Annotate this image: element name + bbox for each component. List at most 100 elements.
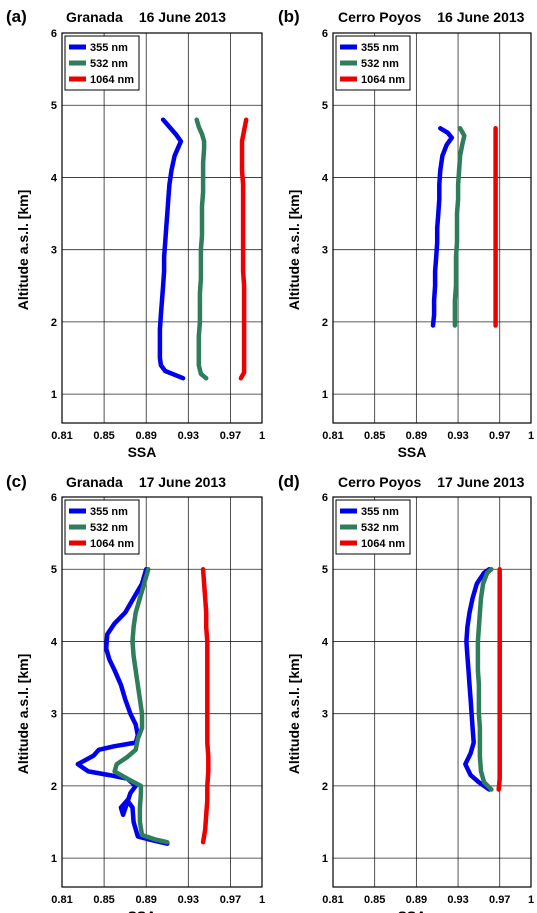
legend: 355 nm 532 nm 1064 nm — [335, 35, 411, 91]
legend-label: 532 nm — [361, 522, 399, 534]
y-tick-label: 2 — [322, 781, 328, 793]
plot-area — [333, 33, 531, 423]
panel-letter: (d) — [278, 472, 300, 491]
x-tick-label: 0.97 — [220, 430, 241, 442]
y-tick-label: 2 — [322, 317, 328, 329]
y-axis-title: Altitude a.s.l. [km] — [15, 190, 31, 311]
legend-label: 532 nm — [90, 58, 128, 70]
series-line-355-nm — [430, 126, 455, 328]
axes-frame — [61, 32, 263, 424]
series-line-532-nm — [194, 117, 209, 381]
y-tick-label: 1 — [322, 853, 328, 865]
y-tick-label: 3 — [322, 709, 328, 721]
panel-title-site: Cerro Poyos — [338, 474, 421, 490]
legend-label: 1064 nm — [90, 74, 134, 86]
y-tick-label: 6 — [51, 492, 57, 504]
series-line-355-nm — [463, 566, 492, 792]
x-tick-label: 0.97 — [220, 894, 241, 906]
legend-label: 532 nm — [90, 522, 128, 534]
panel-title-date: 16 June 2013 — [437, 9, 524, 25]
y-tick-label: 4 — [51, 636, 58, 648]
panel-letter: (c) — [6, 472, 27, 491]
y-axis-title: Altitude a.s.l. [km] — [286, 190, 302, 311]
x-axis-title: SSA — [398, 908, 427, 913]
series-line-1064-nm — [200, 566, 211, 845]
chart-panel-2: (b) Cerro Poyos 16 June 2013 0.81 0.85 0.89 0.… — [278, 7, 534, 460]
y-tick-label: 2 — [51, 781, 57, 793]
y-tick-label: 5 — [51, 564, 57, 576]
y-tick-label: 4 — [322, 172, 329, 184]
axes-frame — [61, 496, 263, 888]
series-line-532-nm — [112, 566, 170, 845]
x-tick-label: 1 — [528, 430, 534, 442]
legend-label: 355 nm — [90, 506, 128, 518]
legend-label: 355 nm — [361, 506, 399, 518]
x-tick-label: 0.97 — [489, 894, 510, 906]
y-tick-label: 5 — [322, 100, 328, 112]
series-line-355-nm — [157, 117, 186, 381]
x-tick-label: 0.81 — [322, 430, 343, 442]
y-tick-label: 6 — [322, 492, 328, 504]
legend-label: 1064 nm — [361, 538, 405, 550]
x-tick-label: 1 — [259, 430, 265, 442]
x-axis-title: SSA — [128, 444, 157, 460]
x-tick-label: 0.85 — [364, 894, 385, 906]
series-line-532-nm — [475, 566, 494, 792]
x-axis-title: SSA — [398, 444, 427, 460]
y-axis-title: Altitude a.s.l. [km] — [15, 654, 31, 775]
y-tick-label: 3 — [322, 245, 328, 257]
series-line-355-nm — [75, 566, 170, 846]
x-tick-label: 0.89 — [135, 430, 156, 442]
axes-frame — [332, 496, 532, 888]
x-tick-label: 0.93 — [178, 894, 199, 906]
panel-letter: (a) — [6, 7, 27, 26]
y-tick-label: 5 — [51, 100, 57, 112]
chart-panel-4: (d) Cerro Poyos 17 June 2013 0.81 0.85 0.89 0.… — [278, 472, 534, 913]
chart-panel-1: (a) Granada 16 June 2013 0.81 0.85 0.89 0.93 0.… — [6, 7, 265, 460]
y-tick-label: 1 — [322, 389, 328, 401]
x-tick-label: 0.93 — [447, 430, 468, 442]
series-line-1064-nm — [238, 117, 249, 381]
legend: 355 nm 532 nm 1064 nm — [64, 499, 140, 555]
y-tick-label: 3 — [51, 709, 57, 721]
series-line-1064-nm — [496, 566, 502, 792]
legend-label: 1064 nm — [361, 74, 405, 86]
x-tick-label: 0.85 — [364, 430, 385, 442]
panel-title-date: 17 June 2013 — [139, 474, 226, 490]
y-tick-label: 2 — [51, 317, 57, 329]
x-tick-label: 1 — [528, 894, 534, 906]
y-tick-label: 6 — [322, 28, 328, 40]
panel-letter: (b) — [278, 7, 300, 26]
axes-frame — [332, 32, 532, 424]
legend: 355 nm 532 nm 1064 nm — [335, 499, 411, 555]
x-tick-label: 0.85 — [93, 430, 114, 442]
panel-title-site: Cerro Poyos — [338, 9, 421, 25]
legend-label: 355 nm — [90, 42, 128, 54]
panel-title-site: Granada — [66, 9, 123, 25]
x-tick-label: 0.81 — [51, 894, 72, 906]
panel-title: Granada 17 June 2013 — [66, 474, 226, 490]
x-tick-label: 0.97 — [489, 430, 510, 442]
legend: 355 nm 532 nm 1064 nm — [64, 35, 140, 91]
y-tick-label: 1 — [51, 389, 57, 401]
panel-title-date: 16 June 2013 — [139, 9, 226, 25]
panel-title: Cerro Poyos 16 June 2013 — [338, 9, 525, 25]
panel-title: Cerro Poyos 17 June 2013 — [338, 474, 525, 490]
x-axis-title: SSA — [128, 908, 157, 913]
x-tick-label: 0.89 — [135, 894, 156, 906]
y-tick-label: 3 — [51, 245, 57, 257]
x-tick-label: 0.89 — [406, 430, 427, 442]
x-tick-label: 0.93 — [178, 430, 199, 442]
series-line-532-nm — [452, 126, 467, 328]
legend-label: 355 nm — [361, 42, 399, 54]
y-tick-label: 4 — [322, 636, 329, 648]
y-tick-label: 1 — [51, 853, 57, 865]
x-tick-label: 1 — [259, 894, 265, 906]
plot-area — [62, 497, 262, 887]
panel-title: Granada 16 June 2013 — [66, 9, 226, 25]
legend-label: 1064 nm — [90, 538, 134, 550]
y-tick-label: 4 — [51, 172, 58, 184]
legend-label: 532 nm — [361, 58, 399, 70]
x-tick-label: 0.81 — [51, 430, 72, 442]
